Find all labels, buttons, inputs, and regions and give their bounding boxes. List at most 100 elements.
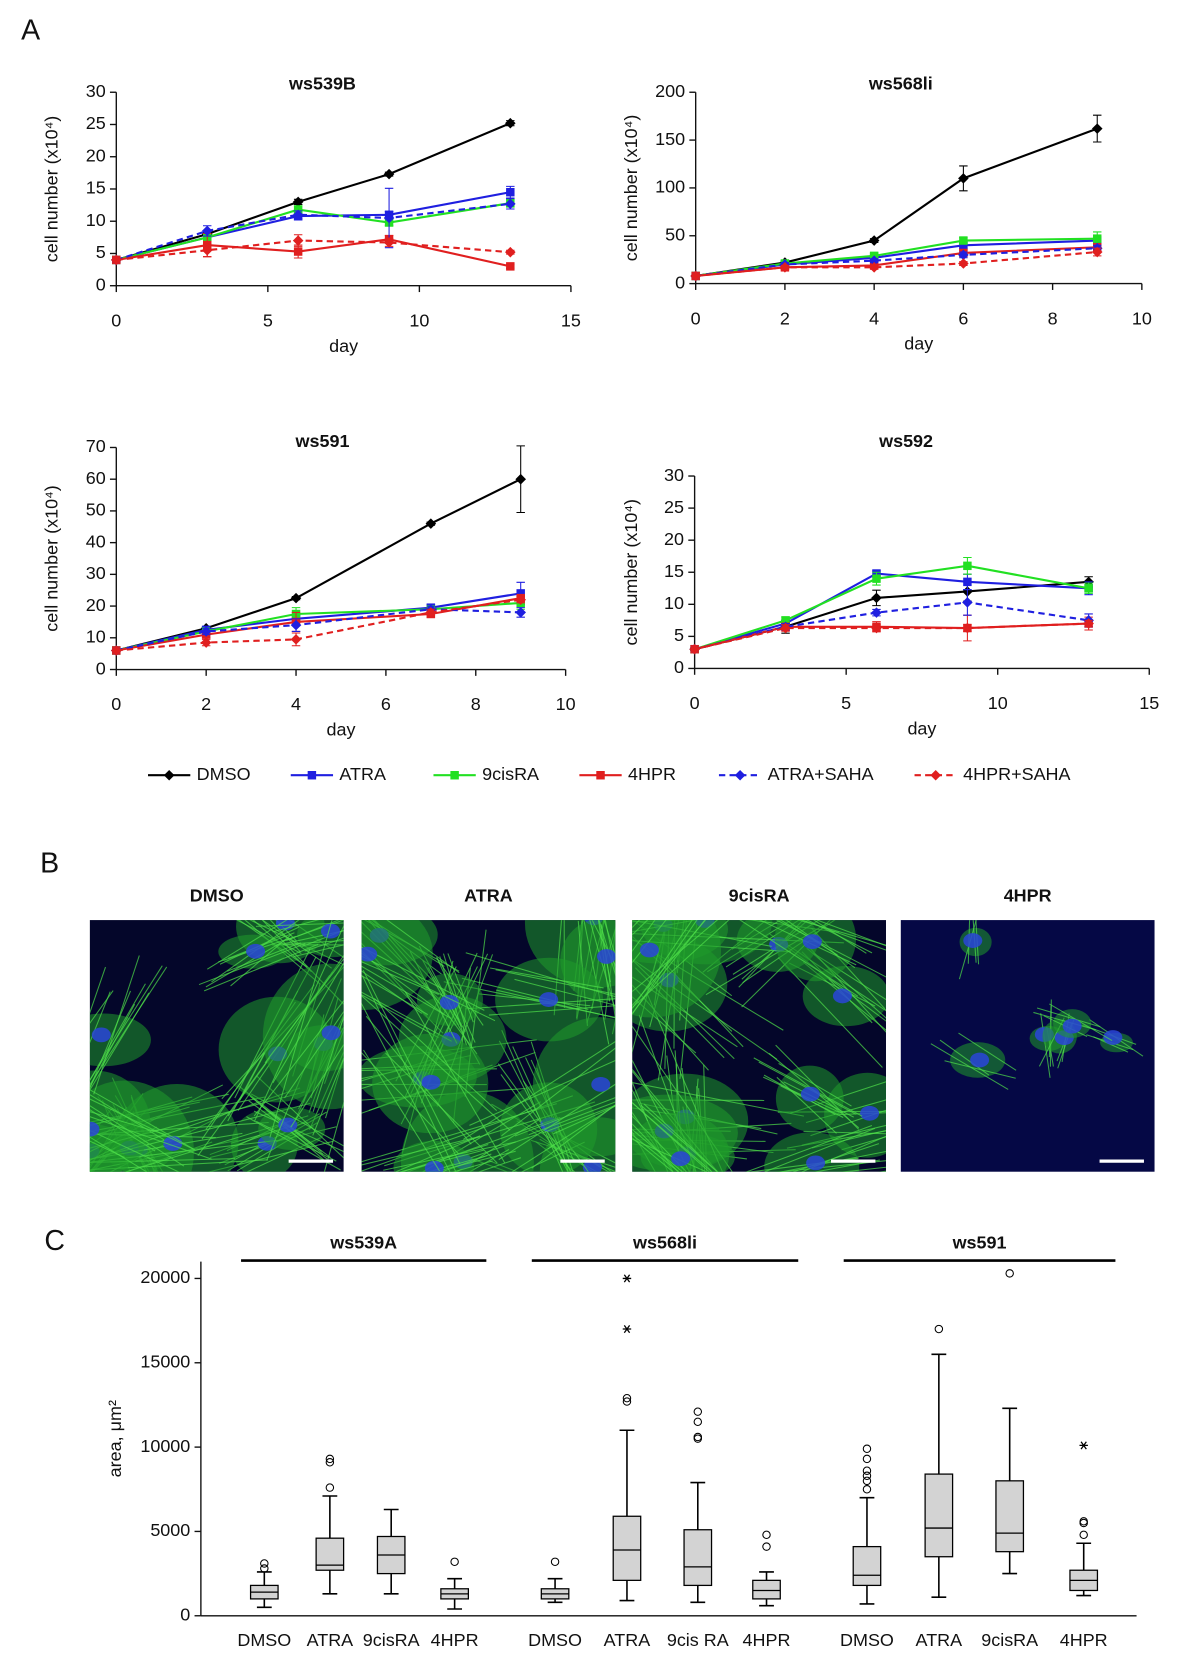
y-tick-label: 150 bbox=[655, 129, 685, 149]
image-title: 9cisRA bbox=[729, 886, 790, 906]
actin-fibre bbox=[775, 920, 886, 978]
chart-title: ws591 bbox=[294, 431, 349, 451]
cell-body bbox=[774, 920, 857, 982]
actin-fibre bbox=[501, 1047, 616, 1137]
actin-fibre bbox=[361, 955, 496, 1022]
actin-fibre bbox=[463, 1040, 616, 1140]
box bbox=[852, 1545, 882, 1587]
y-axis-label: area, μm² bbox=[105, 1400, 125, 1477]
marker bbox=[505, 246, 516, 258]
marker bbox=[871, 622, 882, 634]
whisker bbox=[256, 1571, 272, 1609]
nucleus bbox=[970, 1052, 990, 1068]
actin-fibre bbox=[1049, 1003, 1113, 1042]
whisker bbox=[690, 1481, 706, 1604]
series-line bbox=[115, 202, 511, 261]
outlier bbox=[862, 1466, 872, 1475]
actin-fibre bbox=[211, 920, 300, 983]
actin-fibre bbox=[640, 1104, 718, 1172]
x-tick-label: 0 bbox=[691, 308, 701, 328]
extreme bbox=[622, 1274, 632, 1283]
x-tick-label: 10 bbox=[1132, 308, 1152, 328]
marker bbox=[425, 607, 437, 618]
x-tick-label: 0 bbox=[690, 693, 700, 713]
actin-fibre bbox=[89, 1139, 278, 1163]
whisker bbox=[322, 1495, 338, 1595]
marker bbox=[200, 626, 212, 637]
actin-fibre bbox=[365, 1015, 472, 1145]
marker bbox=[515, 594, 526, 606]
actin-fibre bbox=[89, 990, 114, 1025]
outlier bbox=[622, 1397, 632, 1406]
actin-fibre bbox=[89, 1111, 166, 1136]
actin-fibre bbox=[803, 1130, 886, 1135]
actin-fibre bbox=[400, 1144, 489, 1172]
actin-fibre bbox=[89, 1098, 196, 1151]
x-tick-label: 4 bbox=[291, 694, 301, 714]
actin-fibre bbox=[261, 920, 332, 969]
marker bbox=[963, 561, 972, 571]
y-tick-label: 20 bbox=[86, 595, 106, 615]
y-tick-label: 20 bbox=[664, 529, 684, 549]
actin-fibre bbox=[272, 962, 344, 1084]
actin-fibre bbox=[840, 1166, 886, 1172]
marker bbox=[163, 769, 175, 781]
outlier bbox=[260, 1564, 269, 1573]
actin-fibre bbox=[361, 994, 439, 1039]
marker bbox=[1083, 618, 1094, 629]
actin-fibre bbox=[226, 942, 301, 972]
micrograph bbox=[89, 920, 344, 1172]
actin-fibre bbox=[361, 994, 511, 1131]
actin-fibre bbox=[632, 1082, 805, 1117]
x-axis-label: day bbox=[904, 334, 933, 354]
panel-label: A bbox=[21, 15, 40, 47]
y-tick-label: 10000 bbox=[140, 1436, 190, 1456]
y-axis-label: cell number (x10⁴) bbox=[42, 485, 62, 632]
image-content bbox=[89, 920, 344, 1172]
x-tick-label: ATRA bbox=[604, 1630, 651, 1650]
x-tick-label: 4 bbox=[869, 308, 879, 328]
actin-fibre bbox=[632, 920, 707, 1007]
marker bbox=[290, 634, 302, 645]
actin-fibre bbox=[632, 920, 656, 952]
nucleus bbox=[591, 1077, 611, 1092]
actin-fibre bbox=[440, 1153, 492, 1172]
actin-fibre bbox=[293, 944, 344, 958]
marker bbox=[962, 597, 973, 608]
box bbox=[612, 1515, 642, 1581]
y-tick-label: 25 bbox=[86, 113, 106, 133]
marker bbox=[1091, 123, 1103, 134]
actin-fibre bbox=[207, 920, 288, 970]
outlier bbox=[325, 1458, 335, 1467]
actin-fibre bbox=[361, 952, 444, 1015]
x-axis-label: day bbox=[329, 336, 358, 356]
outlier bbox=[862, 1485, 872, 1494]
legend-label: 9cisRA bbox=[482, 764, 539, 784]
series-line bbox=[694, 580, 1089, 651]
actin-fibre bbox=[361, 1002, 451, 1172]
marker bbox=[201, 225, 213, 237]
marker bbox=[868, 235, 880, 246]
x-tick-label: 4HPR bbox=[1060, 1630, 1108, 1650]
nucleus bbox=[860, 1105, 880, 1121]
x-tick-label: 2 bbox=[780, 308, 790, 328]
actin-fibre bbox=[632, 920, 706, 1015]
marker bbox=[1093, 234, 1102, 243]
y-tick-label: 30 bbox=[86, 81, 106, 101]
image-title: ATRA bbox=[464, 886, 513, 906]
actin-fibre bbox=[776, 1160, 886, 1172]
actin-fibre bbox=[312, 1015, 344, 1112]
actin-fibre bbox=[531, 1104, 616, 1169]
actin-fibre bbox=[796, 920, 886, 946]
marker bbox=[307, 771, 317, 780]
chart-title: ws568li bbox=[868, 74, 933, 94]
y-tick-label: 70 bbox=[86, 436, 106, 456]
y-axis-label: cell number (x10⁴) bbox=[621, 115, 641, 262]
actin-fibre bbox=[290, 1043, 344, 1128]
actin-fibre bbox=[495, 969, 616, 995]
image-title: 4HPR bbox=[1004, 886, 1052, 906]
actin-fibre bbox=[632, 920, 641, 929]
x-axis-label: day bbox=[907, 719, 936, 739]
